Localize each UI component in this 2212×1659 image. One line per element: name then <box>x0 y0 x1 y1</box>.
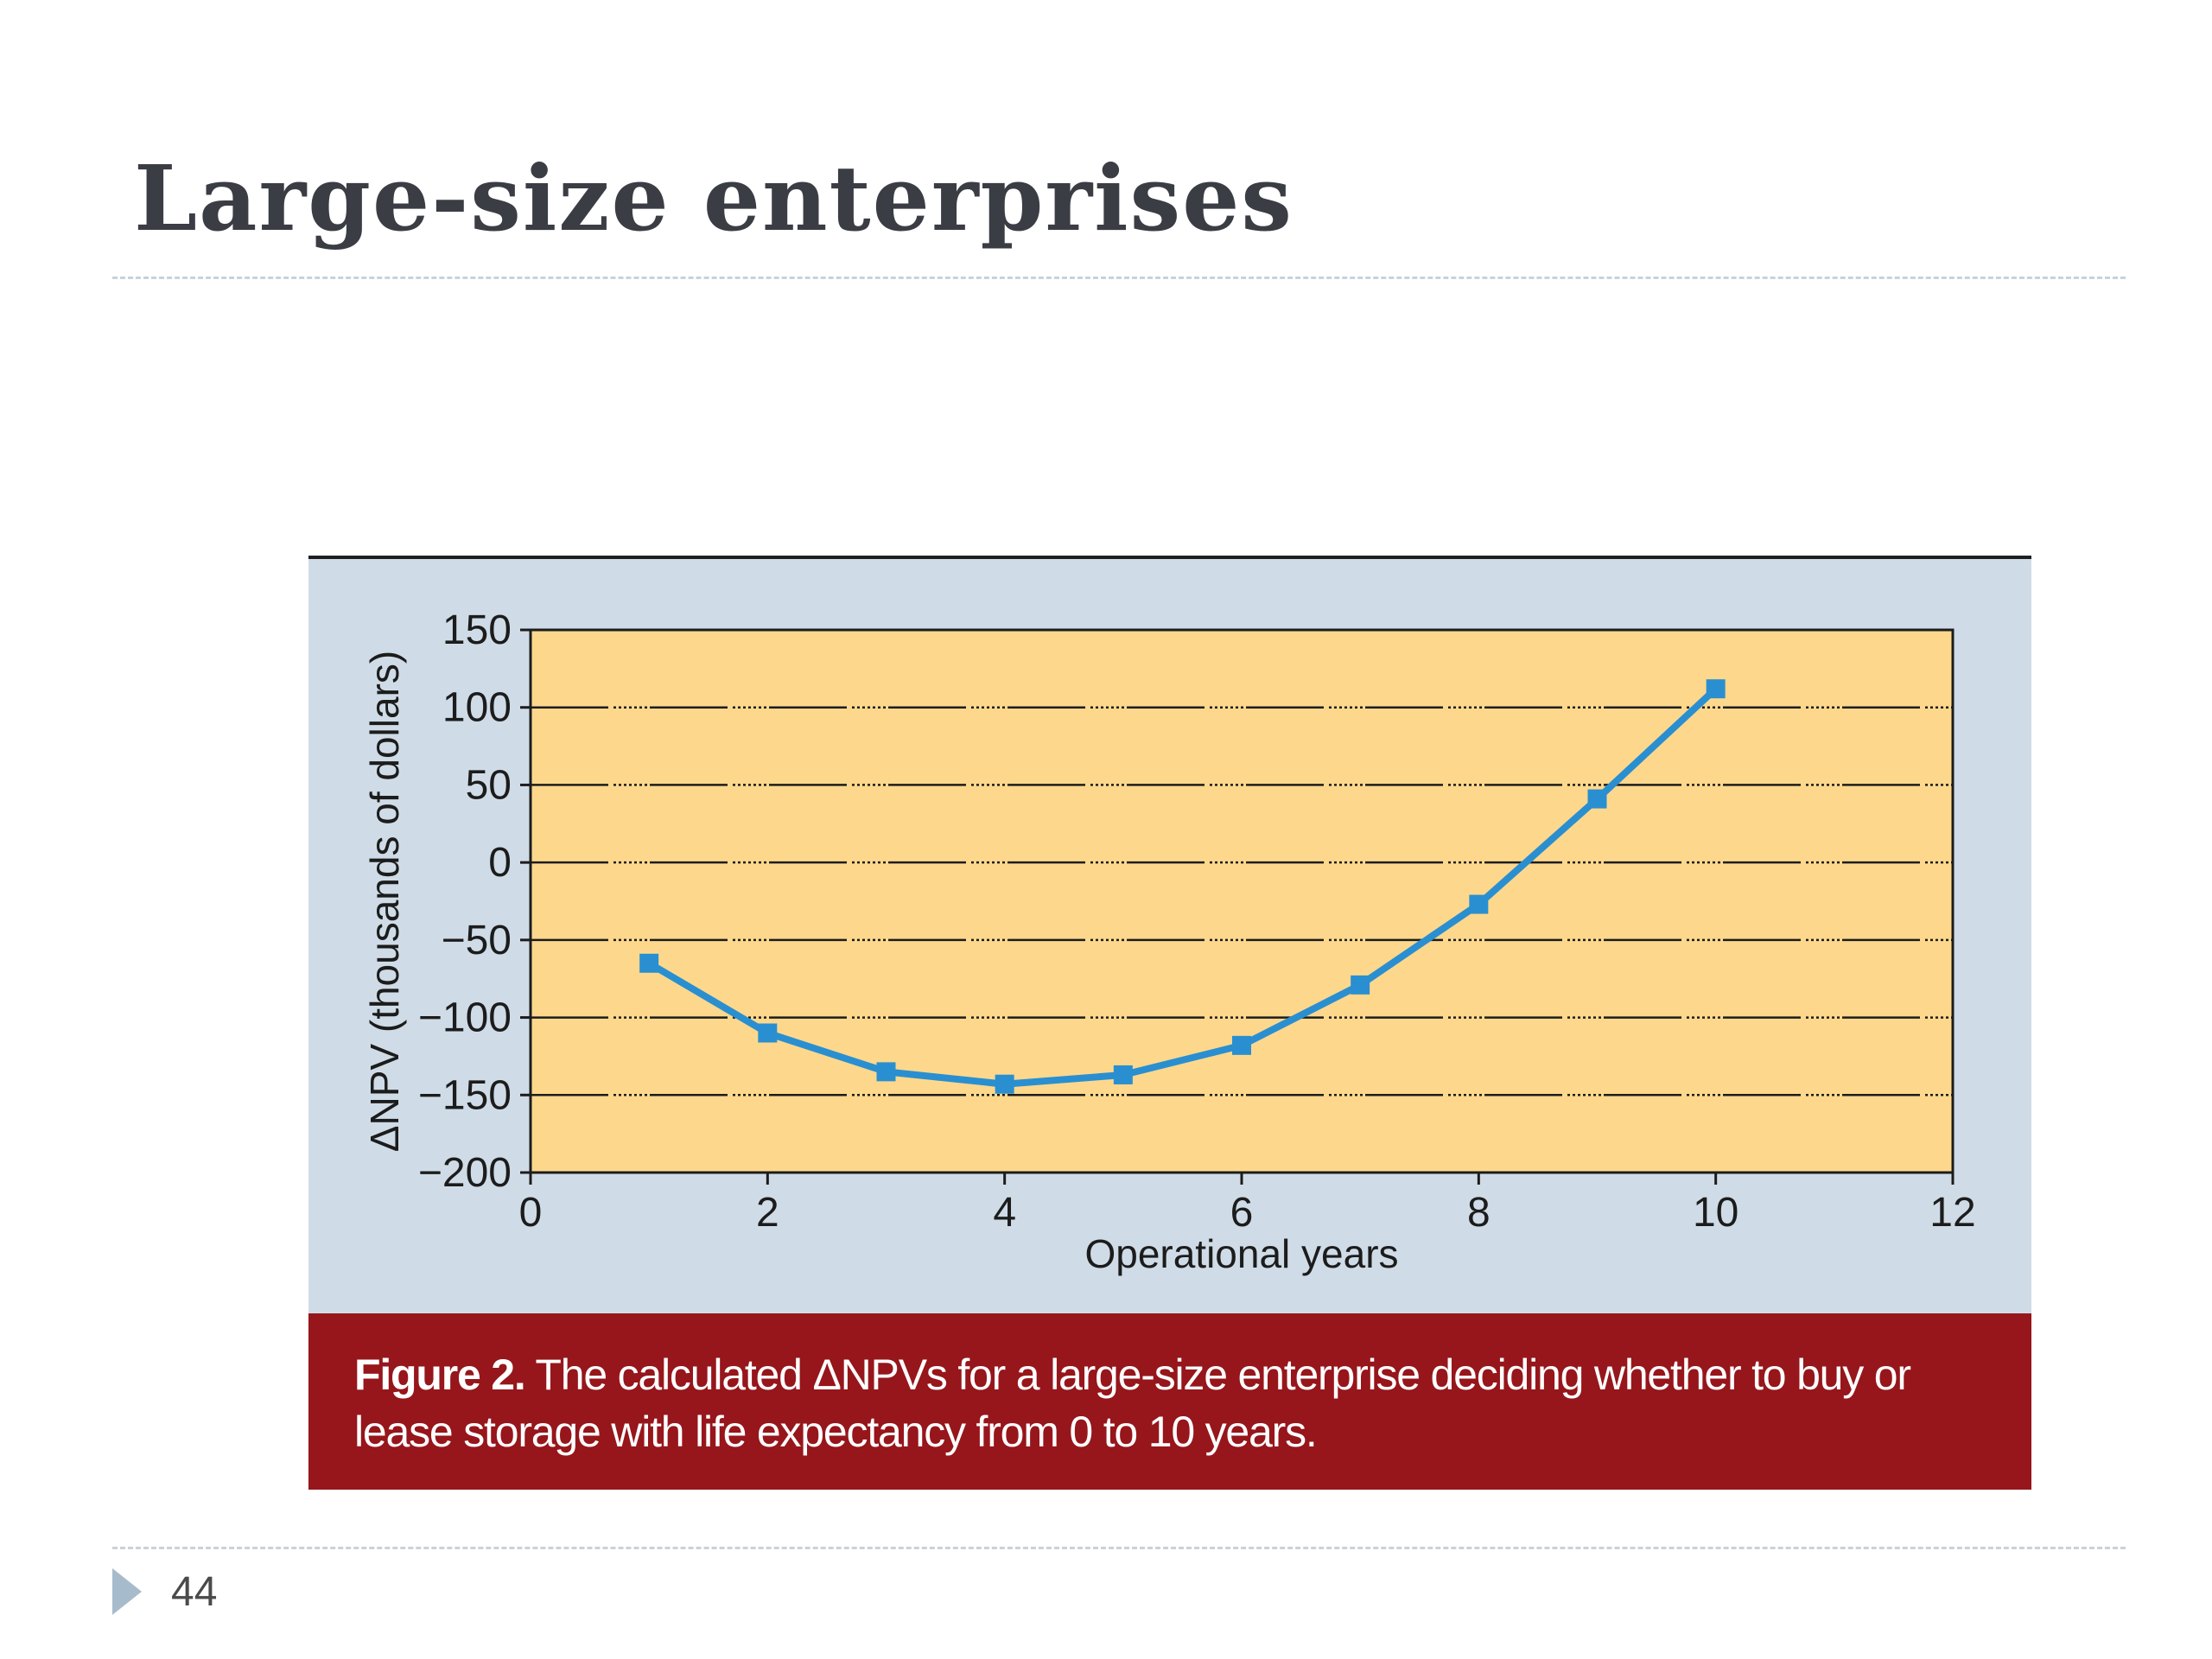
y-tick-label: 100 <box>442 685 512 731</box>
y-tick-label: −200 <box>418 1150 512 1196</box>
y-tick-label: 150 <box>442 607 512 653</box>
slide-title: Large-size enterprises <box>134 145 1294 251</box>
x-tick-label: 8 <box>1467 1190 1491 1236</box>
data-point <box>995 1074 1014 1094</box>
page-number: 44 <box>171 1569 218 1615</box>
plot-panel: 0 2 4 6 8 10 12 150 100 50 0 −50 −100 −150 −200 Opera… <box>308 559 2031 1313</box>
y-tick-label: −100 <box>418 995 512 1041</box>
data-point <box>1351 975 1370 995</box>
y-tick-label: −50 <box>442 918 512 963</box>
x-axis-ticks: 0 2 4 6 8 10 12 <box>519 1173 1976 1236</box>
data-point <box>1587 789 1607 809</box>
y-tick-label: −150 <box>418 1072 512 1118</box>
y-axis-label: ΔNPV (thousands of dollars) <box>362 651 407 1152</box>
footer-divider <box>112 1547 2126 1549</box>
x-tick-label: 6 <box>1230 1190 1254 1236</box>
title-divider <box>112 276 2126 279</box>
x-tick-label: 0 <box>519 1190 543 1236</box>
y-tick-label: 50 <box>466 762 512 808</box>
x-tick-label: 12 <box>1929 1190 1975 1236</box>
y-tick-label: 0 <box>488 840 512 886</box>
x-tick-label: 2 <box>756 1190 779 1236</box>
data-point <box>758 1023 778 1043</box>
caption-label: Figure 2. <box>354 1351 526 1399</box>
data-point <box>1706 679 1726 699</box>
x-axis-label: Operational years <box>1084 1231 1398 1276</box>
series-group <box>639 679 1726 1094</box>
data-point <box>1232 1035 1251 1055</box>
x-tick-label: 4 <box>993 1190 1016 1236</box>
figure-caption: Figure 2. The calculated ΔNPVs for a lar… <box>308 1313 2031 1490</box>
data-point <box>639 953 659 973</box>
data-point <box>876 1062 896 1082</box>
y-axis-ticks: 150 100 50 0 −50 −100 −150 −200 <box>418 607 531 1196</box>
x-tick-label: 10 <box>1693 1190 1738 1236</box>
figure: 0 2 4 6 8 10 12 150 100 50 0 −50 −100 −150 −200 Opera… <box>308 556 2031 1490</box>
triangle-right-icon <box>112 1568 142 1615</box>
caption-text: The calculated ΔNPVs for a large-size en… <box>354 1351 1911 1456</box>
plot-area <box>529 628 1955 1174</box>
gridlines <box>531 706 1953 1096</box>
line-chart: 0 2 4 6 8 10 12 150 100 50 0 −50 −100 −150 −200 Opera… <box>362 607 1976 1276</box>
data-point <box>1113 1065 1133 1084</box>
series-line <box>647 686 1719 1088</box>
data-point <box>1469 894 1489 914</box>
